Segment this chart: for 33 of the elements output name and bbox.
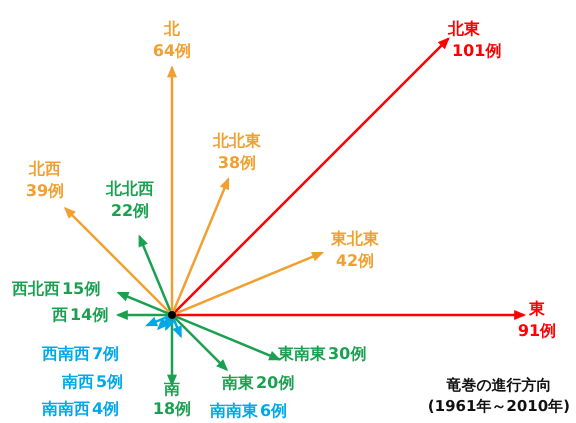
data-label: 5例 (96, 372, 124, 392)
category-label: 南東 (221, 373, 255, 392)
data-label: 38例 (218, 153, 256, 172)
category-label: 北北西 (105, 179, 154, 198)
category-label: 西 (51, 305, 68, 324)
data-label: 39例 (26, 181, 64, 200)
category-label: 北東 (447, 19, 481, 38)
category-label: 南南西 (41, 399, 90, 418)
category-label: 西北西 (11, 279, 60, 298)
data-label: 101例 (452, 41, 502, 60)
data-label: 4例 (92, 399, 120, 418)
data-label: 18例 (152, 399, 192, 418)
data-label: 42例 (336, 251, 374, 270)
data-label: 14例 (70, 305, 108, 324)
data-label: 6例 (260, 401, 288, 420)
category-label: 南西 (61, 372, 94, 392)
data-label: 30例 (328, 344, 366, 364)
data-label: 7例 (92, 344, 120, 364)
data-label: 20例 (256, 373, 294, 392)
category-label: 東南東 (277, 344, 327, 364)
data-label: 64例 (152, 41, 192, 60)
text: (1961年～2010年) (428, 396, 570, 417)
category-label: 北北東 (212, 131, 262, 150)
category-label: 南南東 (209, 401, 259, 420)
data-label: 91例 (518, 321, 556, 340)
data-label: 15例 (62, 279, 100, 298)
category-label: 北 (163, 19, 181, 38)
category-label: 西南西 (41, 344, 90, 364)
data-label: 22例 (110, 201, 150, 220)
category-label: 東北東 (330, 229, 380, 248)
text: 竜巻の進行方向 (445, 375, 552, 396)
category-label: 東 (528, 299, 546, 318)
category-label: 北西 (28, 159, 61, 178)
